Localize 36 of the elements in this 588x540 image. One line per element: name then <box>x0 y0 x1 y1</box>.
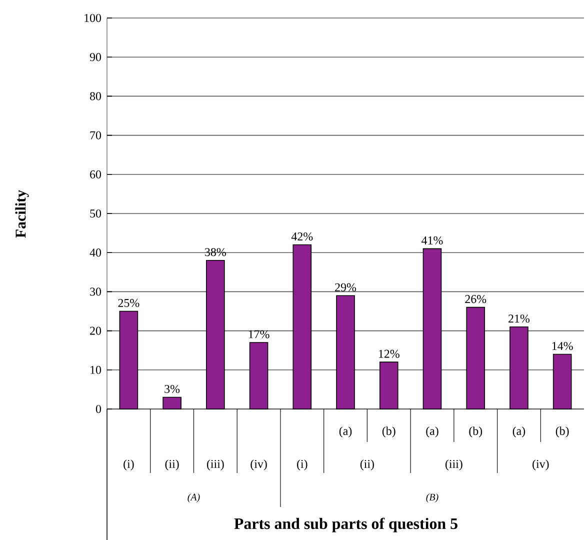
y-tick-label: 80 <box>90 92 102 100</box>
x-tick-label: (b) <box>556 426 569 438</box>
y-tick-label: 70 <box>90 131 102 140</box>
y-tick-label: 0 <box>96 404 102 413</box>
data-label: 14% <box>552 342 573 350</box>
data-label: 25% <box>118 298 140 307</box>
x-tick-label: (b) <box>382 426 396 438</box>
data-label: 17% <box>248 330 270 338</box>
y-tick-label: 40 <box>90 248 102 256</box>
y-tick-label: 100 <box>84 14 102 22</box>
x-tick-label: (a) <box>339 426 352 438</box>
y-tick-label: 60 <box>90 170 102 178</box>
data-label: 12% <box>378 350 400 358</box>
y-tick-label: 50 <box>90 209 102 218</box>
data-label: 29% <box>335 283 356 292</box>
x-tick-label: (iii) <box>206 459 224 470</box>
data-label: 42% <box>291 232 313 240</box>
text: (B) <box>426 493 438 502</box>
x-tick-label: (iv) <box>250 459 267 470</box>
data-label: 21% <box>508 314 530 322</box>
y-tick-label: 90 <box>90 52 102 61</box>
x-axis-title: Parts and sub parts of question 5 <box>234 518 458 532</box>
x-tick-label: (i) <box>124 459 134 470</box>
x-tick-label: (ii) <box>165 459 179 470</box>
text: (A) <box>188 493 200 502</box>
data-label: 41% <box>422 236 443 244</box>
x-tick-label: (a) <box>426 426 438 438</box>
data-label: 3% <box>164 384 180 393</box>
data-label: 26% <box>465 294 486 303</box>
y-tick-label: 30 <box>90 287 102 296</box>
y-axis-title: Facility <box>15 190 29 238</box>
x-tick-label: (b) <box>469 426 482 438</box>
y-tick-label: 10 <box>90 366 102 374</box>
y-tick-label: 20 <box>90 326 102 335</box>
x-tick-label: (a) <box>512 426 526 438</box>
x-tick-label: (i) <box>297 459 308 470</box>
